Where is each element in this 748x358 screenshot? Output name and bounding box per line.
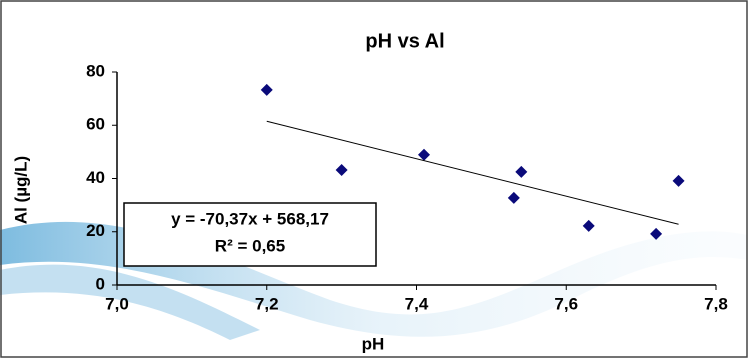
y-tick-label: 40 <box>86 168 105 187</box>
x-tick-label: 7,8 <box>704 294 728 313</box>
x-tick-label: 7,2 <box>255 294 279 313</box>
x-tick-label: 7,4 <box>405 294 429 313</box>
y-tick-label: 20 <box>86 221 105 240</box>
decoration <box>0 264 260 340</box>
point <box>507 191 520 204</box>
point <box>672 174 685 187</box>
point <box>582 219 595 232</box>
y-tick-label: 80 <box>86 61 105 80</box>
x-tick-label: 7,0 <box>105 294 129 313</box>
point <box>260 83 273 96</box>
y-axis-label: Al (µg/L) <box>11 156 30 224</box>
y-tick-label: 60 <box>86 115 105 134</box>
chart-title: pH vs Al <box>365 30 444 52</box>
point <box>335 163 348 176</box>
y-tick-label: 0 <box>96 274 105 293</box>
point <box>417 148 430 161</box>
trendline-r2: R² = 0,65 <box>215 236 285 255</box>
x-tick-label: 7,6 <box>554 294 578 313</box>
trendline <box>266 120 679 225</box>
trendline-equation: y = -70,37x + 568,17 <box>171 209 329 228</box>
x-axis-label: pH <box>362 334 385 353</box>
point <box>650 227 663 240</box>
equation-box <box>123 202 377 267</box>
point <box>515 165 528 178</box>
